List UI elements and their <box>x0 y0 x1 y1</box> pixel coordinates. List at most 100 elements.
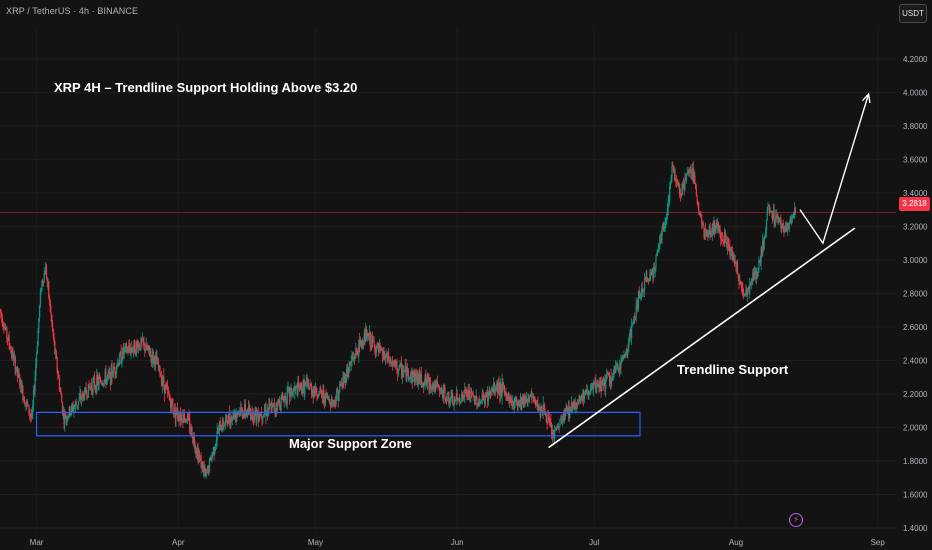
candle-body <box>369 332 371 347</box>
candle-body <box>32 405 34 414</box>
candle-body <box>287 387 289 389</box>
candle-body <box>378 345 380 352</box>
candle-body <box>188 416 190 419</box>
candle-body <box>363 333 365 345</box>
candle-body <box>771 211 773 213</box>
candle-body <box>397 370 399 374</box>
candle-body <box>130 348 132 354</box>
candle-body <box>653 266 655 278</box>
candle-body <box>90 385 93 390</box>
candle-body <box>333 400 335 403</box>
candle-body <box>311 386 313 395</box>
candle-body <box>371 335 374 342</box>
candle-body <box>794 207 796 214</box>
candle-body <box>459 402 461 404</box>
candle-body <box>56 358 58 372</box>
candle-body <box>16 366 19 376</box>
candle-body <box>755 272 758 280</box>
candle-body <box>295 386 297 388</box>
candle-body <box>252 409 254 421</box>
candle-body <box>378 345 381 352</box>
candle-body <box>352 357 355 359</box>
candle-body <box>515 396 517 398</box>
candle-body <box>707 233 709 237</box>
candle-body <box>556 426 558 428</box>
candle-body <box>288 387 290 389</box>
candle-body <box>191 427 193 438</box>
candle-body <box>349 361 352 364</box>
candle-body <box>77 400 80 406</box>
candle-body <box>329 399 331 405</box>
candle-body <box>662 223 664 228</box>
candle-body <box>240 407 243 409</box>
candle-body <box>36 346 38 354</box>
candle-body <box>541 406 543 412</box>
candle-body <box>460 400 462 404</box>
candle-body <box>714 222 716 232</box>
candle-body <box>147 345 150 350</box>
lightning-icon[interactable]: ⚡ <box>789 513 803 527</box>
candle-body <box>587 394 589 397</box>
candle-body <box>223 426 225 427</box>
candle-body <box>464 389 467 391</box>
candle-body <box>509 396 512 398</box>
candle-body <box>540 406 542 416</box>
candle-body <box>610 376 612 383</box>
candle-body <box>760 247 762 263</box>
candle-body <box>231 418 233 421</box>
candle-body <box>750 281 752 286</box>
symbol-title[interactable]: XRP / TetherUS · 4h · BINANCE <box>6 6 139 16</box>
candle-body <box>109 372 112 385</box>
candle-body <box>258 415 260 422</box>
candle-body <box>547 416 549 423</box>
candle-body <box>502 381 504 387</box>
candle-body <box>765 231 767 237</box>
trendline <box>548 227 856 449</box>
candle-body <box>518 400 520 405</box>
currency-button[interactable]: USDT <box>899 4 927 23</box>
candle-body <box>282 399 285 403</box>
candle-body <box>455 400 457 402</box>
candle-body <box>733 259 736 264</box>
candle-body <box>423 384 425 387</box>
candle-body <box>115 366 118 374</box>
candle-body <box>685 174 688 181</box>
candle-body <box>580 395 582 399</box>
candle-body <box>19 377 21 386</box>
candle-body <box>435 381 438 384</box>
candle-body <box>757 268 759 277</box>
candle-body <box>303 380 305 395</box>
candle-body <box>762 240 764 256</box>
price-tick-label: 2.8000 <box>903 289 928 298</box>
candle-body <box>92 381 94 393</box>
candle-body <box>286 387 288 404</box>
candle-body <box>453 399 455 406</box>
candle-body <box>736 264 738 268</box>
candle-body <box>50 311 52 316</box>
candle-body <box>219 421 221 431</box>
candle-body <box>78 397 80 401</box>
candle-body <box>293 389 295 391</box>
candle-body <box>362 341 364 345</box>
candle-body <box>205 469 207 477</box>
candle-body <box>119 354 121 364</box>
candle-body <box>103 383 105 385</box>
candle-body <box>449 401 451 403</box>
candle-body <box>439 386 441 391</box>
candle-body <box>332 402 334 405</box>
candle-body <box>71 405 73 407</box>
candle-body <box>582 390 584 401</box>
candle-body <box>617 364 619 369</box>
candle-body <box>350 361 352 364</box>
candle-body <box>326 393 328 399</box>
candle-body <box>681 188 683 196</box>
support-zone-label: Major Support Zone <box>289 436 412 451</box>
candle-body <box>743 294 745 296</box>
candle-body <box>310 384 312 387</box>
candle-body <box>195 450 198 454</box>
candle-body <box>700 213 702 215</box>
candle-body <box>432 382 435 389</box>
candle-body <box>328 399 330 401</box>
candle-body <box>581 395 583 401</box>
